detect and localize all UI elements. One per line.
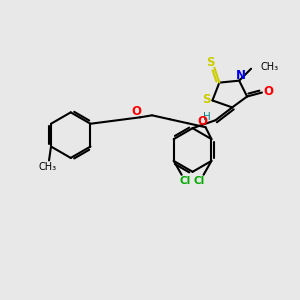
Text: S: S: [202, 93, 211, 106]
Text: O: O: [198, 115, 208, 128]
Text: N: N: [236, 69, 246, 82]
Text: CH₃: CH₃: [39, 162, 57, 172]
Text: Cl: Cl: [180, 176, 191, 186]
Text: Cl: Cl: [194, 176, 205, 186]
Text: H: H: [202, 112, 210, 122]
Text: O: O: [131, 105, 141, 118]
Text: O: O: [263, 85, 273, 98]
Text: CH₃: CH₃: [261, 62, 279, 72]
Text: S: S: [206, 56, 215, 69]
